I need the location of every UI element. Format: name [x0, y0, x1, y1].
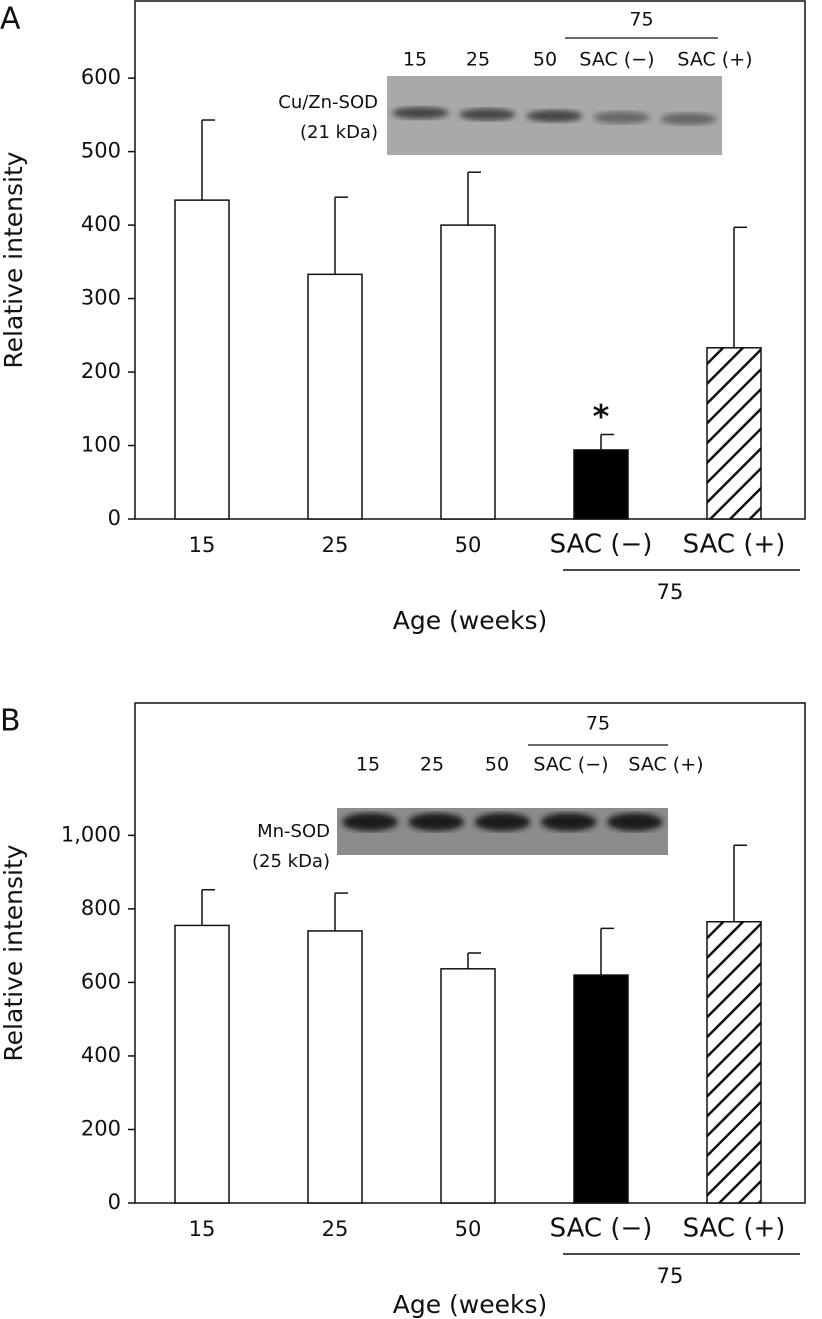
blot-lane-label: 50 — [533, 49, 557, 71]
y-tick-label: 0 — [108, 1190, 121, 1214]
x-tick-label: 15 — [189, 533, 216, 557]
panel-label: A — [0, 2, 21, 37]
blot-group-label: 75 — [629, 9, 653, 31]
y-tick-label: 400 — [81, 1043, 121, 1067]
blot-lane-label: SAC (−) — [579, 49, 654, 71]
bar — [706, 347, 762, 520]
blot-band — [607, 813, 663, 831]
blot-band — [526, 110, 583, 122]
x-axis-label: Age (weeks) — [393, 1290, 548, 1319]
y-tick-label: 600 — [81, 65, 121, 89]
blot-band — [540, 813, 597, 831]
blot-lane-label: SAC (−) — [533, 754, 608, 776]
y-tick-label: 800 — [81, 896, 121, 920]
bar — [573, 449, 629, 520]
blot-lane-label: 25 — [466, 49, 490, 71]
blot-lane-label: SAC (+) — [628, 754, 703, 776]
y-tick-label: 0 — [108, 506, 121, 530]
group-label: 75 — [657, 580, 684, 604]
bar — [706, 921, 762, 1204]
blot-lane-label: 50 — [485, 754, 509, 776]
y-axis-label: Relative intensity — [0, 844, 28, 1061]
y-tick-label: 100 — [81, 433, 121, 457]
blot-lane-label: 25 — [420, 754, 444, 776]
blot-band — [342, 813, 398, 831]
bar — [174, 924, 230, 1204]
bar — [307, 930, 363, 1204]
blot-size: (21 kDa) — [300, 122, 378, 143]
blot-lane-label: 15 — [403, 49, 427, 71]
x-tick-label: 25 — [322, 1217, 349, 1241]
bar — [440, 968, 496, 1204]
y-tick-label: 200 — [81, 359, 121, 383]
y-tick-label: 600 — [81, 969, 121, 993]
group-label: 75 — [657, 1264, 684, 1288]
panel: A 0 100 200 300 400 500 600 Relative intensity 15… — [0, 0, 806, 635]
significance-marker: * — [593, 398, 610, 436]
y-axis-label: Relative intensity — [0, 151, 28, 368]
blot-size: (25 kDa) — [252, 851, 330, 872]
bar — [174, 199, 230, 520]
blot-group-label: 75 — [586, 713, 610, 735]
x-axis-label: Age (weeks) — [393, 606, 548, 635]
x-tick-label: SAC (−) — [550, 1214, 653, 1244]
blot-band — [474, 813, 531, 831]
x-tick-label: 50 — [455, 1217, 482, 1241]
x-tick-label: SAC (−) — [550, 530, 653, 560]
blot-band — [593, 111, 650, 124]
panel: B 0 200 400 600 800 1,000 Relative intensity 15 2… — [0, 702, 806, 1319]
blot-band — [660, 113, 717, 125]
bar — [307, 273, 363, 520]
x-tick-label: 25 — [322, 533, 349, 557]
blot-band — [459, 108, 516, 121]
x-tick-label: SAC (+) — [683, 530, 786, 560]
y-tick-label: 500 — [81, 139, 121, 163]
blot-lane-label: 15 — [356, 754, 380, 776]
y-tick-label: 200 — [81, 1116, 121, 1140]
x-tick-label: 50 — [455, 533, 482, 557]
y-tick-label: 1,000 — [61, 822, 121, 846]
x-tick-label: SAC (+) — [683, 1214, 786, 1244]
blot-protein: Mn-SOD — [257, 821, 330, 842]
blot-protein: Cu/Zn-SOD — [278, 92, 378, 113]
bar — [440, 224, 496, 520]
y-tick-label: 300 — [81, 286, 121, 310]
blot-band — [392, 107, 449, 119]
y-tick-label: 400 — [81, 212, 121, 236]
bar — [573, 974, 629, 1204]
blot-band — [408, 813, 465, 831]
panel-label: B — [0, 704, 21, 739]
blot-lane-label: SAC (+) — [677, 49, 752, 71]
x-tick-label: 15 — [189, 1217, 216, 1241]
